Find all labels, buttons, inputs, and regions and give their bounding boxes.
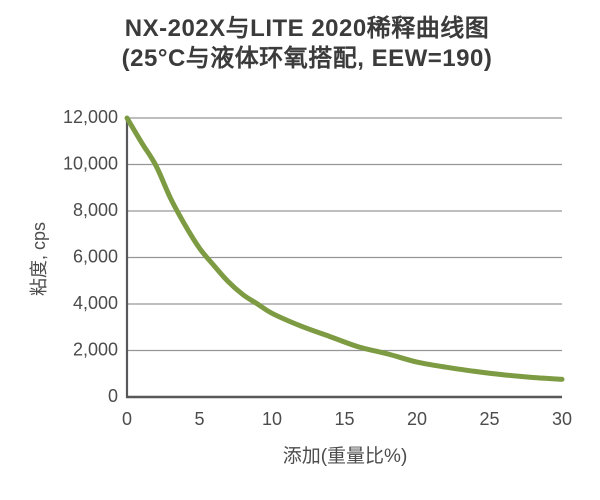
chart-title: NX-202X与LITE 2020稀释曲线图 <box>124 15 490 42</box>
y-axis-title: 粘度, cps <box>29 221 49 297</box>
x-tick-label: 5 <box>194 409 204 429</box>
x-tick-label: 30 <box>552 409 572 429</box>
y-tick-label: 0 <box>108 386 118 406</box>
y-tick-label: 8,000 <box>73 200 118 220</box>
x-tick-label: 20 <box>407 409 427 429</box>
y-tick-label: 10,000 <box>63 154 118 174</box>
x-axis-title: 添加(重量比%) <box>282 446 408 467</box>
x-tick-label: 25 <box>479 409 499 429</box>
x-tick-label: 10 <box>262 409 282 429</box>
dilution-curve <box>124 115 565 382</box>
x-tick-label: 15 <box>334 409 354 429</box>
y-tick-label: 2,000 <box>73 340 118 360</box>
y-tick-label: 6,000 <box>73 247 118 267</box>
x-tick-label: 0 <box>122 409 132 429</box>
chart-subtitle: (25°C与液体环氧搭配, EEW=190) <box>121 45 493 72</box>
y-tick-label: 4,000 <box>73 293 118 313</box>
y-tick-label: 12,000 <box>63 107 118 127</box>
chart-title-block: NX-202X与LITE 2020稀释曲线图 (25°C与液体环氧搭配, EEW… <box>0 14 600 74</box>
